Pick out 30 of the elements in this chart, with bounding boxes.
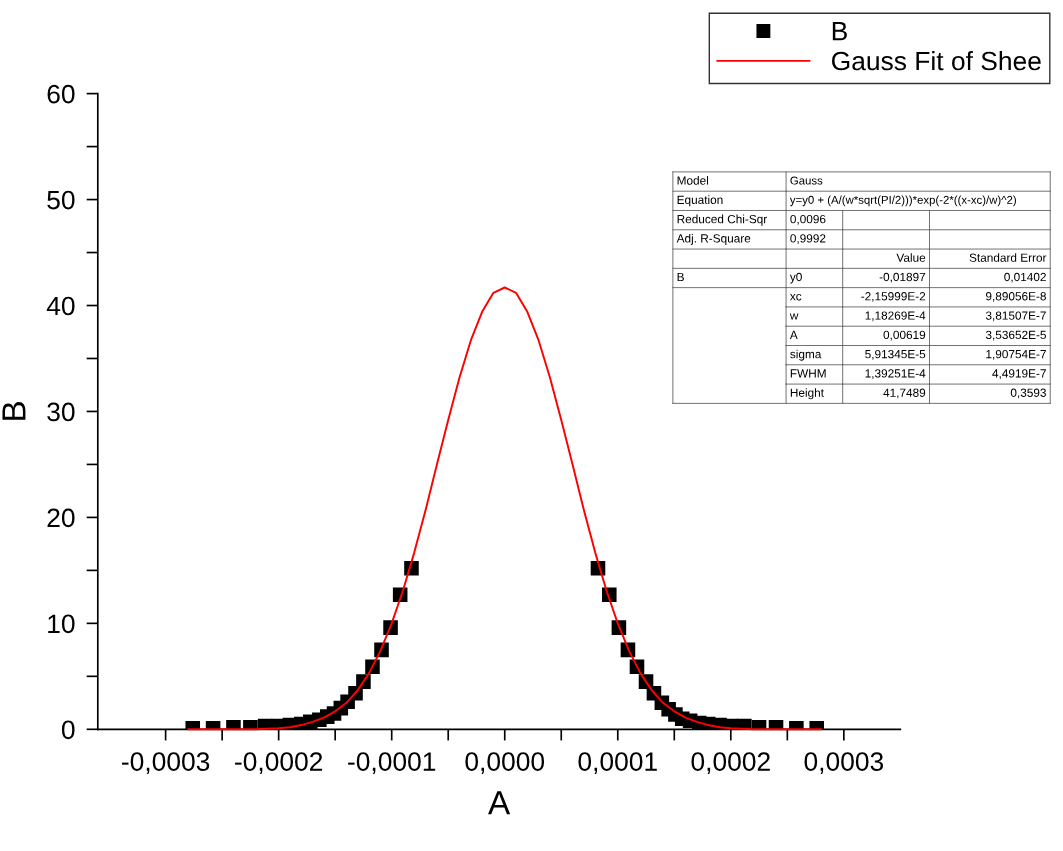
text: A 0,00619 3,53652E-5 — [789, 330, 1046, 341]
y-tick-label: 60 — [47, 84, 75, 104]
x-tick-label: -0,0001 — [348, 752, 436, 775]
x-tick-label: 0,0000 — [465, 752, 545, 775]
text: Value Standard Error — [896, 253, 1047, 262]
y-tick-label: 20 — [47, 508, 75, 528]
legend-label: Gauss Fit of Shee — [832, 50, 1041, 71]
x-tick-label: 0,0003 — [804, 752, 884, 775]
y-tick-label: 10 — [48, 614, 75, 634]
y-tick-label: 50 — [47, 190, 75, 210]
y-tick-label: 0 — [61, 720, 75, 740]
x-tick-label: -0,0002 — [235, 752, 323, 775]
y-tick-label: 40 — [46, 296, 75, 316]
text: sigma 5,91345E-5 1,90754E-7 — [790, 349, 1046, 361]
text: Reduced Chi-Sqr 0,0096 — [677, 214, 826, 226]
text: B y0 -0,01897 0,01402 — [677, 272, 1046, 284]
legend-label: B — [832, 22, 847, 41]
text: xc -2,15999E-2 9,89056E-8 — [789, 292, 1046, 302]
text: Model Gauss — [677, 176, 823, 185]
x-tick-label: 0,0002 — [691, 752, 770, 775]
x-tick-label: 0,0001 — [578, 752, 657, 775]
x-axis-title: A — [488, 791, 511, 815]
text: Adj. R-Square 0,9992 — [676, 233, 826, 245]
text: Height 41,7489 0,3593 — [790, 388, 1046, 400]
y-axis-title: B — [2, 402, 26, 420]
text: w 1,18269E-4 3,81507E-7 — [789, 311, 1046, 322]
text: FWHM 1,39251E-4 4,4919E-7 — [790, 369, 1046, 379]
text: Equation y=y0 + (A/(w*sqrt(PI/2)))*exp(-2*((x-xc)/w)^2) — [677, 195, 1016, 207]
y-tick-label: 30 — [47, 402, 75, 422]
x-tick-label: -0,0003 — [122, 752, 210, 775]
